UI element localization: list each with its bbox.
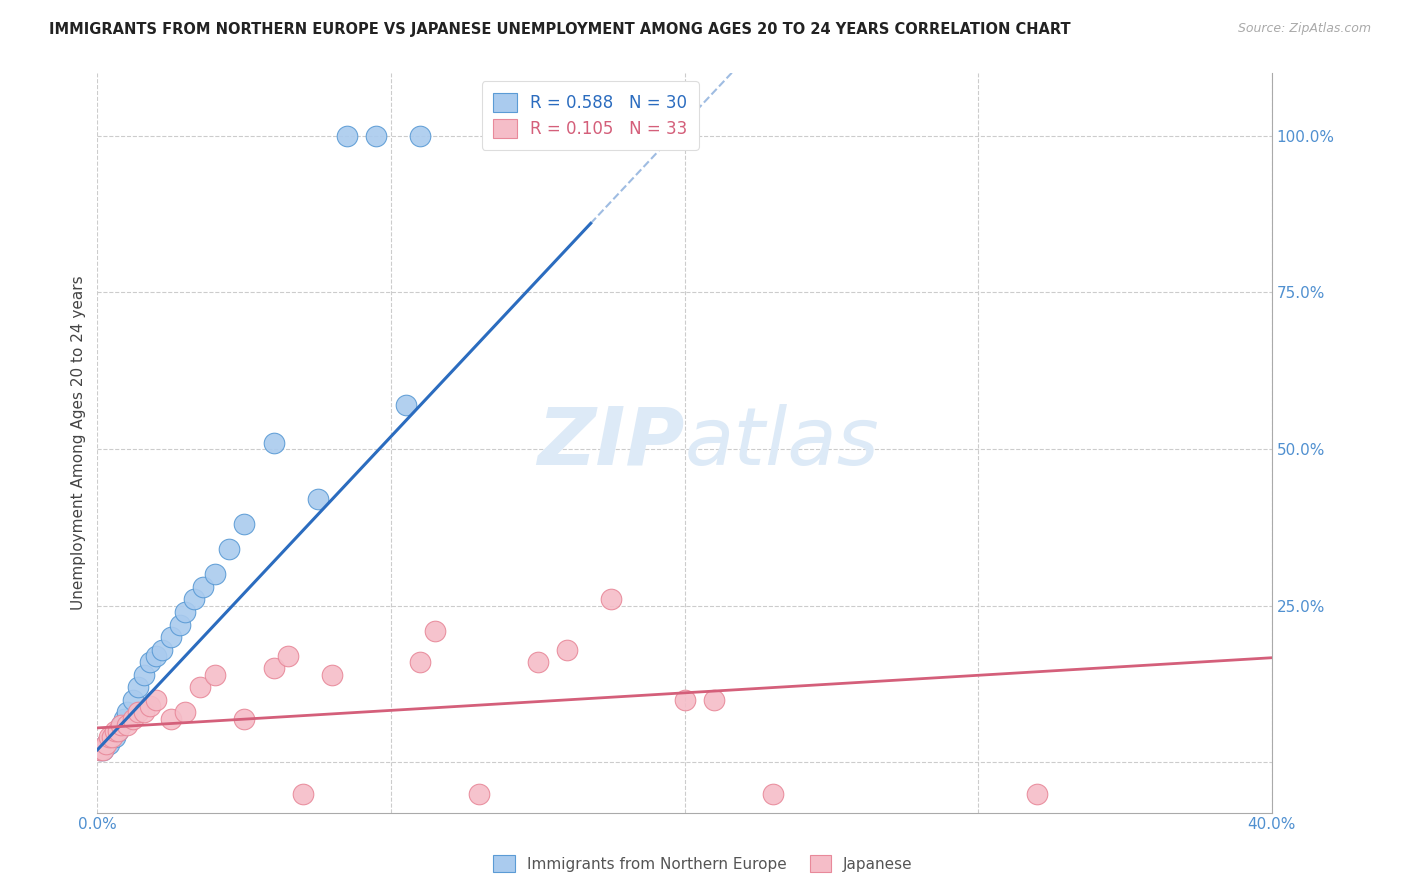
Point [127, 705, 149, 719]
Point [174, 705, 197, 719]
Point [101, 731, 124, 745]
Point [527, 655, 550, 669]
Point [91, 743, 114, 757]
Point [703, 692, 725, 706]
Point [98, 731, 121, 745]
Point [104, 724, 127, 739]
Point [104, 731, 127, 745]
Point [263, 661, 285, 675]
Point [89, 743, 111, 757]
Point [159, 712, 181, 726]
Point [307, 492, 329, 507]
Point [277, 648, 299, 663]
Point [150, 642, 173, 657]
Y-axis label: Unemployment Among Ages 20 to 24 years: Unemployment Among Ages 20 to 24 years [72, 276, 86, 610]
Point [233, 517, 256, 532]
Point [409, 128, 432, 143]
Point [423, 624, 446, 638]
Text: atlas: atlas [685, 404, 879, 482]
Point [96, 737, 118, 751]
Point [98, 737, 121, 751]
Point [336, 128, 359, 143]
Point [1026, 787, 1049, 801]
Point [127, 680, 149, 694]
Text: Source: ZipAtlas.com: Source: ZipAtlas.com [1237, 22, 1371, 36]
Point [107, 724, 129, 739]
Point [134, 705, 156, 719]
Point [191, 580, 214, 594]
Point [134, 667, 156, 681]
Point [139, 655, 162, 669]
Point [366, 128, 388, 143]
Point [115, 705, 138, 719]
Point [121, 692, 143, 706]
Point [174, 605, 197, 619]
Point [468, 787, 491, 801]
Point [291, 787, 314, 801]
Point [115, 718, 138, 732]
Point [121, 712, 143, 726]
Point [233, 712, 256, 726]
Point [110, 718, 132, 732]
Point [107, 724, 129, 739]
Point [321, 667, 343, 681]
Point [673, 692, 696, 706]
Point [188, 680, 211, 694]
Point [89, 743, 111, 757]
Point [218, 542, 240, 557]
Point [96, 737, 118, 751]
Point [555, 642, 578, 657]
Legend: Immigrants from Northern Europe, Japanese: Immigrants from Northern Europe, Japanes… [485, 847, 921, 880]
Point [145, 692, 167, 706]
Point [101, 731, 124, 745]
Point [112, 712, 135, 726]
Point [183, 592, 205, 607]
Point [110, 718, 132, 732]
Point [263, 435, 285, 450]
Point [395, 398, 418, 412]
Point [204, 567, 226, 582]
Point [762, 787, 785, 801]
Point [204, 667, 226, 681]
Point [169, 617, 191, 632]
Text: IMMIGRANTS FROM NORTHERN EUROPE VS JAPANESE UNEMPLOYMENT AMONG AGES 20 TO 24 YEA: IMMIGRANTS FROM NORTHERN EUROPE VS JAPAN… [49, 22, 1071, 37]
Point [409, 655, 432, 669]
Point [139, 698, 162, 713]
Point [600, 592, 623, 607]
Point [159, 630, 181, 644]
Legend: R = 0.588   N = 30, R = 0.105   N = 33: R = 0.588 N = 30, R = 0.105 N = 33 [481, 81, 699, 150]
Point [91, 743, 114, 757]
Point [145, 648, 167, 663]
Text: ZIP: ZIP [537, 404, 685, 482]
